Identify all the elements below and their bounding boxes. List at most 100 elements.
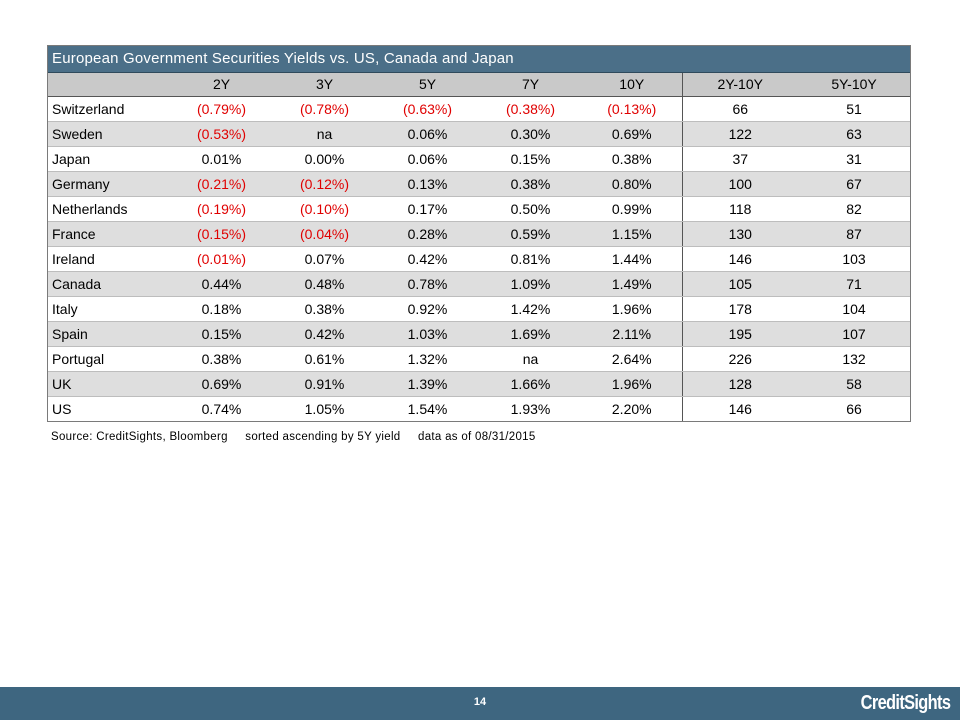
header-cell-2y-10y: 2Y-10Y	[681, 72, 798, 97]
header-cell-blank	[48, 72, 170, 97]
value-cell: 0.30%	[479, 121, 582, 147]
country-cell: UK	[48, 371, 170, 397]
country-cell: Ireland	[48, 246, 170, 272]
value-cell: 1.09%	[479, 271, 582, 297]
value-cell: 146	[681, 396, 798, 421]
value-cell: 2.20%	[611, 400, 652, 417]
value-cell: 1.03%	[376, 321, 479, 347]
country-cell: Spain	[48, 321, 170, 347]
value-cell: 195	[681, 321, 798, 347]
value-cell: 0.69%	[170, 371, 273, 397]
header-cell-10y: 10Y	[582, 72, 682, 97]
value-cell: 118	[681, 196, 798, 222]
value-cell: 1.49%	[582, 271, 682, 297]
header-cell-7y: 7Y	[479, 72, 582, 97]
value-cell: 1.42%	[479, 296, 582, 322]
value-cell: 1.96%	[582, 296, 682, 322]
yields-table: European Government Securities Yields vs…	[48, 46, 911, 421]
value-cell: 146	[681, 246, 798, 272]
value-cell: 2.11%	[582, 321, 682, 347]
table-title-row: European Government Securities Yields vs…	[48, 46, 911, 73]
value-cell: 1.69%	[479, 321, 582, 347]
country-cell: Netherlands	[48, 196, 170, 222]
table-body: European Government Securities Yields vs…	[48, 46, 911, 421]
value-cell: 0.17%	[376, 196, 479, 222]
value-cell: (0.53%)	[170, 121, 273, 147]
table-row: Netherlands (0.19%) (0.10%) 0.17% 0.50% 0.99%…	[48, 196, 911, 222]
value-cell: 104	[798, 296, 911, 322]
value-cell: 100	[681, 171, 798, 197]
value-cell: (0.01%)	[170, 246, 273, 272]
value-cell: 0.42%	[376, 246, 479, 272]
header-cell-5y: 5Y	[376, 72, 479, 97]
value-cell: 66	[846, 400, 862, 417]
value-cell: 0.06%	[376, 121, 479, 147]
value-cell: (0.19%)	[170, 196, 273, 222]
country-cell: Switzerland	[48, 96, 170, 122]
value-cell: 1.54%	[407, 400, 448, 417]
value-cell: 0.42%	[273, 321, 376, 347]
table-title: European Government Securities Yields vs…	[48, 46, 911, 73]
value-cell: 0.15%	[479, 146, 582, 172]
footer-bar: 14 CreditSights	[0, 687, 960, 720]
value-cell: 0.99%	[582, 196, 682, 222]
header-cell-3y: 3Y	[273, 72, 376, 97]
value-cell: 0.50%	[479, 196, 582, 222]
value-cell: 107	[798, 321, 911, 347]
value-cell: 87	[798, 221, 911, 247]
value-cell: 0.28%	[376, 221, 479, 247]
table-row: UK 0.69% 0.91% 1.39% 1.66% 1.96% 128 58	[48, 371, 911, 397]
value-cell: (0.13%)	[582, 96, 682, 122]
value-cell: 0.59%	[479, 221, 582, 247]
country-cell: Italy	[48, 296, 170, 322]
creditsights-logo: CreditSights	[860, 692, 950, 714]
value-cell: 1.66%	[479, 371, 582, 397]
value-cell: 0.61%	[273, 346, 376, 372]
value-cell: 0.74%	[201, 400, 242, 417]
value-cell: na	[479, 346, 582, 372]
value-cell: 1.96%	[582, 371, 682, 397]
value-cell: 67	[798, 171, 911, 197]
country-cell: Portugal	[48, 346, 170, 372]
value-cell: (0.04%)	[273, 221, 376, 247]
country-cell: Japan	[48, 146, 170, 172]
country-cell: Germany	[48, 171, 170, 197]
value-cell: 0.00%	[273, 146, 376, 172]
country-cell: France	[48, 221, 170, 247]
value-cell: 0.48%	[273, 271, 376, 297]
table-row: Sweden (0.53%) na 0.06% 0.30% 0.69% 122 63	[48, 121, 911, 147]
value-cell: 0.91%	[273, 371, 376, 397]
table-header-row: 2Y 3Y 5Y 7Y 10Y 2Y-10Y 5Y-10Y	[48, 72, 911, 97]
value-cell: (0.21%)	[170, 171, 273, 197]
value-cell: 0.81%	[479, 246, 582, 272]
value-cell: 31	[798, 146, 911, 172]
value-cell: 1.39%	[376, 371, 479, 397]
value-cell: 66	[681, 96, 798, 122]
table-row: Portugal 0.38% 0.61% 1.32% na 2.64% 226 132	[48, 346, 911, 372]
value-cell: 1.15%	[582, 221, 682, 247]
value-cell: (0.15%)	[170, 221, 273, 247]
value-cell: na	[273, 121, 376, 147]
value-cell: (0.10%)	[273, 196, 376, 222]
yields-table-container: European Government Securities Yields vs…	[47, 45, 911, 422]
country-cell: US	[52, 400, 72, 417]
value-cell: 51	[798, 96, 911, 122]
table-row: Japan 0.01% 0.00% 0.06% 0.15% 0.38% 37 31	[48, 146, 911, 172]
value-cell: 0.38%	[479, 171, 582, 197]
value-cell: 0.78%	[376, 271, 479, 297]
value-cell: 0.38%	[582, 146, 682, 172]
value-cell: (0.38%)	[479, 96, 582, 122]
value-cell: (0.63%)	[376, 96, 479, 122]
value-cell: 0.38%	[273, 296, 376, 322]
value-cell: 1.32%	[376, 346, 479, 372]
value-cell: 0.01%	[170, 146, 273, 172]
value-cell: 63	[798, 121, 911, 147]
value-cell: (0.79%)	[170, 96, 273, 122]
value-cell: 132	[798, 346, 911, 372]
value-cell: 37	[681, 146, 798, 172]
value-cell: (0.12%)	[273, 171, 376, 197]
table-row: Switzerland (0.79%) (0.78%) (0.63%) (0.38%)(…	[48, 96, 911, 122]
value-cell: 0.69%	[582, 121, 682, 147]
date-text: data as of 08/31/2015	[418, 431, 536, 443]
value-cell: 0.13%	[376, 171, 479, 197]
